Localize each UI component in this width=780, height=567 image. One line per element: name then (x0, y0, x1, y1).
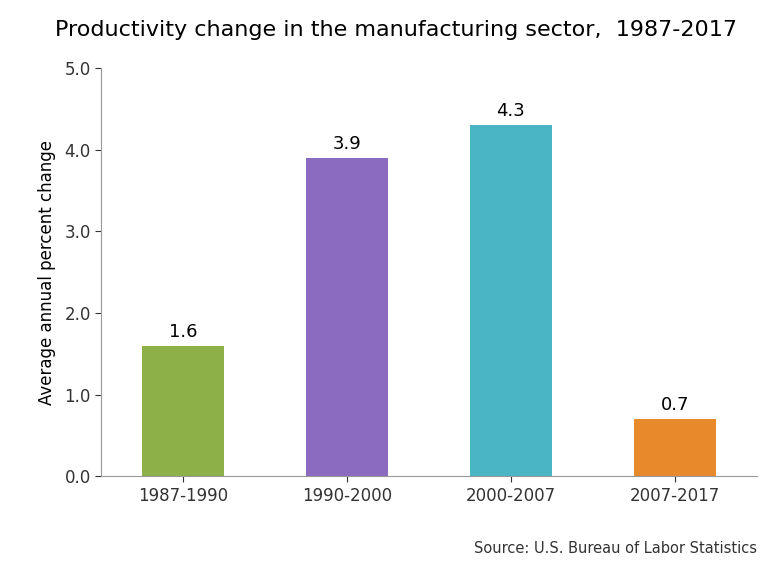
Y-axis label: Average annual percent change: Average annual percent change (38, 139, 56, 405)
Text: 3.9: 3.9 (333, 135, 361, 153)
Bar (633, 419, 716, 476)
Bar (143, 346, 225, 476)
Text: 0.7: 0.7 (661, 396, 689, 414)
Bar (470, 125, 552, 476)
Text: Productivity change in the manufacturing sector,  1987-2017: Productivity change in the manufacturing… (55, 20, 736, 40)
Text: Source: U.S. Bureau of Labor Statistics: Source: U.S. Bureau of Labor Statistics (473, 541, 757, 556)
Text: 1.6: 1.6 (169, 323, 197, 341)
Bar (307, 158, 388, 476)
Text: 4.3: 4.3 (497, 102, 525, 120)
